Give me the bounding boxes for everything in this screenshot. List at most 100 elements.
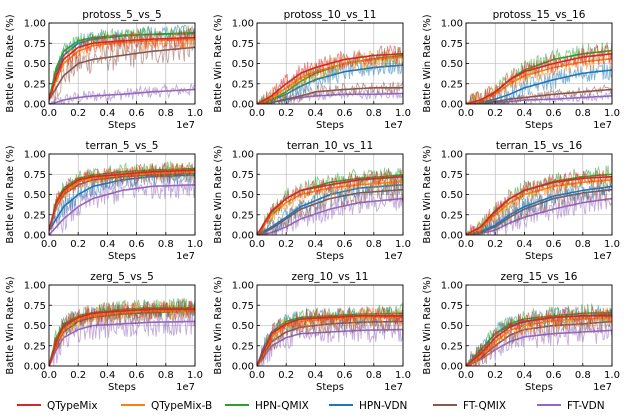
y-tick-label: 1.00	[24, 19, 46, 30]
y-tick-label: 0.00	[232, 362, 254, 373]
x-offset-label: 1e7	[593, 120, 612, 131]
y-tick-label: 1.00	[232, 150, 254, 161]
x-tick-label: 0.0	[249, 239, 265, 250]
y-tick-label: 0.75	[24, 301, 46, 312]
y-tick-label: 1.00	[441, 281, 463, 292]
x-tick-label: 1.0	[187, 239, 203, 250]
y-axis-label: Battle Win Rate (%)	[5, 276, 16, 374]
x-tick-label: 0.2	[278, 108, 294, 119]
plot-area	[466, 303, 612, 366]
x-tick-label: 0.6	[129, 108, 145, 119]
subplot-title: zerg_15_vs_16	[501, 271, 578, 283]
x-tick-label: 0.0	[41, 108, 57, 119]
x-offset-label: 1e7	[176, 251, 195, 262]
series-mean-QTypeMix	[257, 175, 403, 235]
plot-area	[257, 303, 403, 366]
y-tick-label: 1.00	[232, 19, 254, 30]
x-tick-label: 0.6	[129, 370, 145, 381]
x-tick-label: 0.6	[337, 239, 353, 250]
y-axis-label: Battle Win Rate (%)	[213, 276, 224, 374]
subplot-title: zerg_5_vs_5	[90, 271, 154, 283]
x-tick-label: 0.6	[546, 239, 562, 250]
x-tick-label: 0.4	[99, 108, 115, 119]
x-tick-label: 0.6	[129, 239, 145, 250]
subplot-zerg_15_vs_16: 0.0 0.2 0.4 0.6 0.8 1.0 0.00 0.25 0.50 0.75 1.00 ze…	[422, 271, 620, 393]
y-tick-label: 0.50	[232, 190, 254, 201]
subplot-title: protoss_10_vs_11	[284, 9, 377, 21]
plot-area	[49, 24, 195, 104]
series-noise-QTypeMix-B	[466, 308, 612, 366]
x-tick-label: 0.2	[70, 108, 86, 119]
subplot-title: protoss_15_vs_16	[493, 9, 586, 21]
subplot-title: zerg_10_vs_11	[292, 271, 369, 283]
subplot-terran_15_vs_16: 0.0 0.2 0.4 0.6 0.8 1.0 0.00 0.25 0.50 0.75 1.00 te…	[422, 140, 620, 262]
y-tick-label: 0.00	[441, 362, 463, 373]
x-tick-label: 0.4	[516, 239, 532, 250]
x-axis-label: Steps	[525, 251, 553, 262]
x-tick-label: 0.0	[249, 370, 265, 381]
series-noise-QTypeMix	[466, 169, 612, 235]
subplot-protoss_15_vs_16: 0.0 0.2 0.4 0.6 0.8 1.0 0.00 0.25 0.50 0.75 1.00 pr…	[422, 9, 620, 131]
series-mean-HPN-VDN	[49, 174, 195, 232]
legend-label-HPN-VDN: HPN-VDN	[359, 400, 407, 412]
x-tick-label: 0.8	[575, 108, 591, 119]
y-tick-label: 0.00	[24, 362, 46, 373]
y-tick-label: 0.00	[441, 100, 463, 111]
series-mean-QTypeMix	[466, 314, 612, 366]
x-axis-label: Steps	[108, 120, 136, 131]
x-offset-label: 1e7	[384, 382, 403, 393]
y-tick-label: 0.75	[441, 39, 463, 50]
y-tick-label: 0.50	[24, 59, 46, 70]
y-tick-label: 0.50	[24, 190, 46, 201]
x-tick-label: 0.4	[99, 239, 115, 250]
x-tick-label: 0.6	[546, 370, 562, 381]
series-mean-HPN-VDN	[466, 185, 612, 235]
series-noise-FT-VDN	[49, 173, 195, 235]
x-tick-label: 0.8	[158, 239, 174, 250]
x-tick-label: 0.2	[278, 239, 294, 250]
plot-area	[466, 41, 612, 104]
y-tick-label: 0.75	[232, 170, 254, 181]
x-tick-label: 0.4	[307, 370, 323, 381]
x-tick-label: 0.2	[487, 239, 503, 250]
x-offset-label: 1e7	[176, 382, 195, 393]
legend-label-FT-QMIX: FT-QMIX	[463, 400, 506, 412]
x-axis-label: Steps	[316, 251, 344, 262]
y-tick-label: 0.50	[441, 59, 463, 70]
subplot-title: terran_5_vs_5	[86, 140, 159, 152]
series-noise-FT-VDN	[257, 188, 403, 235]
x-tick-label: 0.2	[278, 370, 294, 381]
series-noise-FT-VDN	[466, 320, 612, 366]
x-tick-label: 0.0	[458, 108, 474, 119]
x-tick-label: 1.0	[604, 239, 620, 250]
legend-label-FT-VDN: FT-VDN	[567, 400, 605, 412]
x-tick-label: 0.0	[458, 370, 474, 381]
x-tick-label: 0.0	[458, 239, 474, 250]
y-tick-label: 0.00	[232, 100, 254, 111]
x-tick-label: 0.0	[249, 108, 265, 119]
x-offset-label: 1e7	[593, 251, 612, 262]
series-mean-QTypeMix	[466, 53, 612, 104]
x-tick-label: 0.8	[366, 239, 382, 250]
series-mean-QTypeMix	[49, 308, 195, 366]
x-tick-label: 0.8	[575, 370, 591, 381]
x-tick-label: 0.8	[158, 108, 174, 119]
y-tick-label: 0.75	[441, 170, 463, 181]
y-tick-label: 0.25	[232, 79, 254, 90]
series-mean-QTypeMix	[49, 169, 195, 232]
subplot-title: terran_10_vs_11	[287, 140, 373, 152]
y-tick-label: 0.75	[232, 39, 254, 50]
y-tick-label: 1.00	[441, 19, 463, 30]
series-mean-FT-VDN	[257, 197, 403, 235]
x-tick-label: 0.4	[307, 108, 323, 119]
x-tick-label: 0.2	[487, 108, 503, 119]
plot-area	[466, 165, 612, 235]
series-noise-HPN-VDN	[257, 56, 403, 104]
y-tick-label: 0.25	[24, 79, 46, 90]
x-tick-label: 0.6	[546, 108, 562, 119]
y-tick-label: 0.00	[232, 231, 254, 242]
x-tick-label: 1.0	[395, 108, 411, 119]
series-mean-QTypeMix	[49, 36, 195, 101]
y-axis-label: Battle Win Rate (%)	[422, 276, 433, 374]
